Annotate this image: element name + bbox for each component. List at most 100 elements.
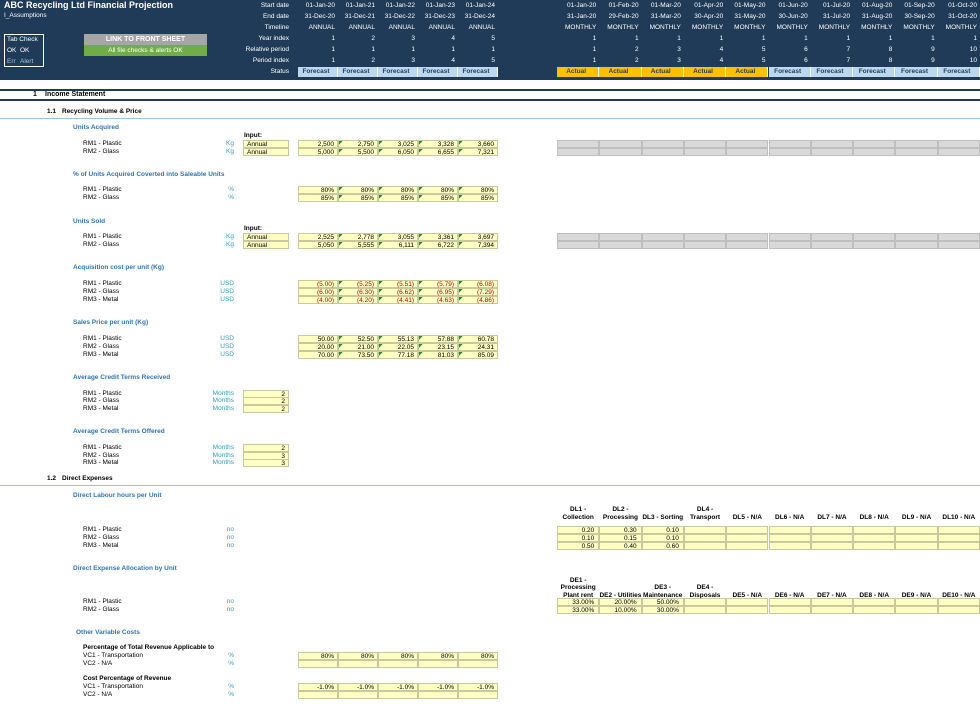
annual-cell: 6,655: [418, 148, 458, 156]
annual-cell: 22.05: [378, 343, 418, 351]
timeline-cell: 01-Jan-23: [425, 2, 455, 9]
unit: Kg: [226, 233, 234, 240]
status-cell: Forecast: [298, 67, 338, 77]
block-title: Units Acquired: [73, 124, 119, 131]
annual-cell: 2,500: [298, 140, 338, 148]
locked-cell: [937, 233, 980, 241]
unit: USD: [220, 296, 234, 303]
monthly-cell: 30.00%: [641, 606, 684, 614]
timeline-label: Year index: [258, 35, 289, 42]
timeline-cell: 1: [592, 35, 597, 42]
input-cell: 2: [243, 405, 289, 413]
unit: no: [226, 598, 234, 605]
block-title: Direct Expense Allocation by Unit: [73, 565, 177, 572]
section-band: [0, 89, 980, 101]
column-header: DE8 - N/A: [859, 591, 890, 599]
block-subheading: Percentage of Total Revenue Applicable t…: [83, 644, 215, 651]
annual-cell: [378, 691, 418, 699]
locked-cell: [937, 241, 980, 249]
annual-cell: 7,321: [458, 148, 498, 156]
subsection-rule: [0, 118, 980, 119]
formula-flag: [379, 289, 383, 293]
timeline-cell: 31-Aug-20: [862, 13, 893, 20]
locked-cell: [726, 241, 769, 249]
locked-cell: [937, 140, 980, 148]
annual-cell: 73.50: [338, 351, 378, 359]
monthly-cell: [810, 598, 854, 606]
tab-check-alert: Alert: [20, 58, 34, 65]
locked-cell: [557, 241, 600, 249]
timeline-cell: 5: [761, 46, 766, 53]
locked-cell: [853, 233, 896, 241]
monthly-cell: 0.40: [599, 542, 642, 550]
annual-cell: 3,660: [458, 140, 498, 148]
formula-flag: [459, 281, 463, 285]
locked-cell: [641, 140, 684, 148]
annual-cell: 20.00: [298, 343, 338, 351]
row-label: VC2 - N/A: [83, 660, 113, 667]
timeline-cell: 1: [371, 46, 375, 53]
row-label: RM1 - Plastic: [83, 233, 122, 240]
column-header: DL9 - N/A: [901, 513, 932, 521]
row-label: RM2 - Glass: [83, 343, 120, 350]
row-label: RM2 - Glass: [83, 452, 120, 459]
unit: USD: [220, 351, 234, 358]
locked-cell: [768, 233, 811, 241]
link-button[interactable]: LINK TO FRONT SHEET: [84, 34, 207, 45]
timeline-cell: MONTHLY: [903, 24, 935, 31]
monthly-cell: [768, 606, 811, 614]
timeline-cell: 3: [411, 57, 415, 64]
formula-flag: [419, 289, 423, 293]
formula-flag: [339, 149, 343, 153]
locked-cell: [768, 148, 811, 156]
annual-cell: 3,697: [458, 233, 498, 241]
row-label: RM1 - Plastic: [83, 444, 122, 451]
timeline-cell: 10: [969, 46, 977, 53]
status-cell: Actual: [726, 67, 769, 77]
annual-cell: 85%: [418, 194, 458, 202]
row-label: RM3 - Metal: [83, 405, 119, 412]
annual-cell: (6.30): [338, 288, 378, 296]
row-label: VC2 - N/A: [83, 691, 113, 698]
column-header: DL1 - Collection: [562, 506, 594, 521]
monthly-cell: 0.50: [557, 542, 600, 550]
timeline-cell: 30-Apr-20: [694, 13, 724, 20]
annual-cell: 5,500: [338, 148, 378, 156]
formula-flag: [379, 141, 383, 145]
formula-flag: [339, 187, 343, 191]
locked-cell: [683, 148, 727, 156]
status-cell: Actual: [599, 67, 642, 77]
timeline-cell: 10: [969, 57, 977, 64]
timeline-cell: 31-Jul-20: [822, 13, 851, 20]
timeline-cell: 01-Oct-20: [948, 2, 977, 9]
monthly-cell: [726, 606, 769, 614]
timeline-cell: 01-Sep-20: [904, 2, 935, 9]
annual-cell: 7,394: [458, 241, 498, 249]
block-title: Average Credit Terms Offered: [73, 428, 165, 435]
input-label: Input:: [244, 225, 263, 232]
row-label: RM1 - Plastic: [83, 598, 122, 605]
locked-cell: [599, 241, 642, 249]
monthly-cell: [853, 598, 896, 606]
monthly-cell: 0.15: [599, 534, 642, 542]
status-button: All file checks & alerts OK: [84, 45, 207, 56]
annual-cell: (5.51): [378, 280, 418, 288]
timeline-cell: MONTHLY: [691, 24, 724, 31]
timeline-cell: 2: [371, 35, 375, 42]
timeline-label: Status: [270, 68, 289, 75]
annual-cell: (6.62): [378, 288, 418, 296]
row-label: RM1 - Plastic: [83, 280, 122, 287]
status-cell: Actual: [557, 67, 600, 77]
monthly-cell: [726, 526, 769, 534]
timeline-cell: 1: [719, 35, 724, 42]
monthly-cell: [726, 534, 769, 542]
formula-flag: [459, 297, 463, 301]
column-header: DE5 - N/A: [732, 591, 763, 599]
formula-flag: [419, 344, 423, 348]
annual-cell: -1.0%: [458, 683, 498, 691]
annual-cell: 80%: [298, 186, 338, 194]
unit: Months: [212, 459, 234, 466]
timeline-cell: 01-Jan-21: [345, 2, 375, 9]
annual-cell: 85.09: [458, 351, 498, 359]
annual-cell: 6,050: [378, 148, 418, 156]
